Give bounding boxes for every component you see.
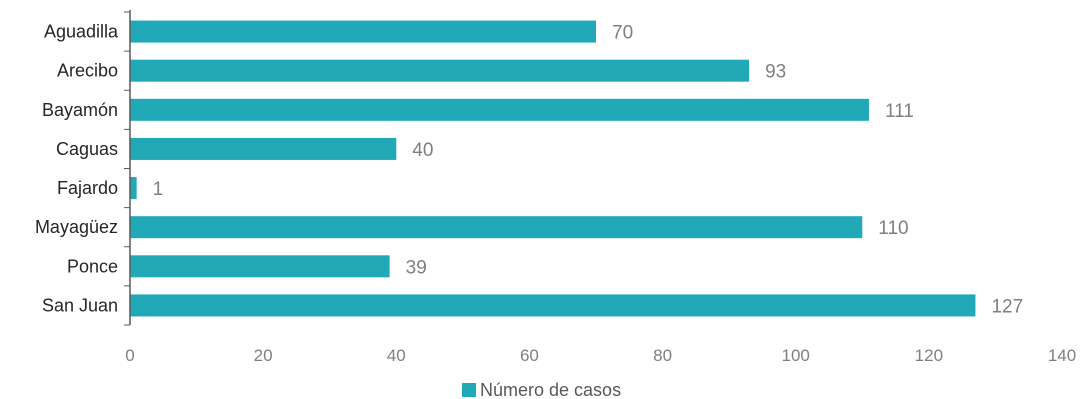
bar-san-juan: [130, 294, 976, 317]
category-label: Bayamón: [42, 100, 118, 120]
x-tick-label: 100: [782, 346, 810, 365]
data-label: 127: [991, 296, 1023, 317]
category-labels: Aguadilla Arecibo Bayamón Caguas Fajardo Maya…: [35, 22, 119, 316]
data-label: 110: [878, 218, 908, 239]
bar-caguas: [130, 137, 397, 160]
value-labels: 70 93 111 40 1 110 39 127: [153, 23, 1024, 318]
category-label: Arecibo: [57, 61, 118, 81]
x-tick-label: 40: [387, 346, 406, 365]
category-label: Mayagüez: [35, 217, 118, 237]
data-label: 1: [153, 179, 164, 200]
legend-label: Número de casos: [480, 380, 621, 399]
category-label: San Juan: [42, 295, 118, 315]
bar-fajardo: [130, 177, 137, 200]
x-tick-label: 140: [1048, 346, 1076, 365]
bar-arecibo: [130, 59, 750, 82]
bar-ponce: [130, 255, 390, 278]
legend-swatch: [462, 383, 476, 397]
bar-mayag-ez: [130, 216, 863, 239]
data-label: 93: [765, 62, 786, 83]
bar-aguadilla: [130, 20, 596, 43]
data-label: 70: [612, 23, 633, 44]
category-label: Fajardo: [57, 178, 118, 198]
x-tick-label: 0: [125, 346, 134, 365]
category-label: Aguadilla: [44, 22, 119, 42]
axes: 0 20 40 60 80 100 120 140: [124, 10, 1076, 365]
bars-layer: [130, 20, 976, 317]
data-label: 111: [885, 101, 914, 122]
category-label: Caguas: [56, 139, 118, 159]
x-tick-label: 120: [915, 346, 943, 365]
bar-bayam-n: [130, 98, 869, 121]
x-tick-label: 60: [520, 346, 539, 365]
data-label: 40: [412, 140, 433, 161]
x-tick-label: 20: [254, 346, 273, 365]
x-tick-label: 80: [653, 346, 672, 365]
category-label: Ponce: [67, 256, 118, 276]
data-label: 39: [406, 257, 427, 278]
legend: Número de casos: [462, 380, 621, 399]
